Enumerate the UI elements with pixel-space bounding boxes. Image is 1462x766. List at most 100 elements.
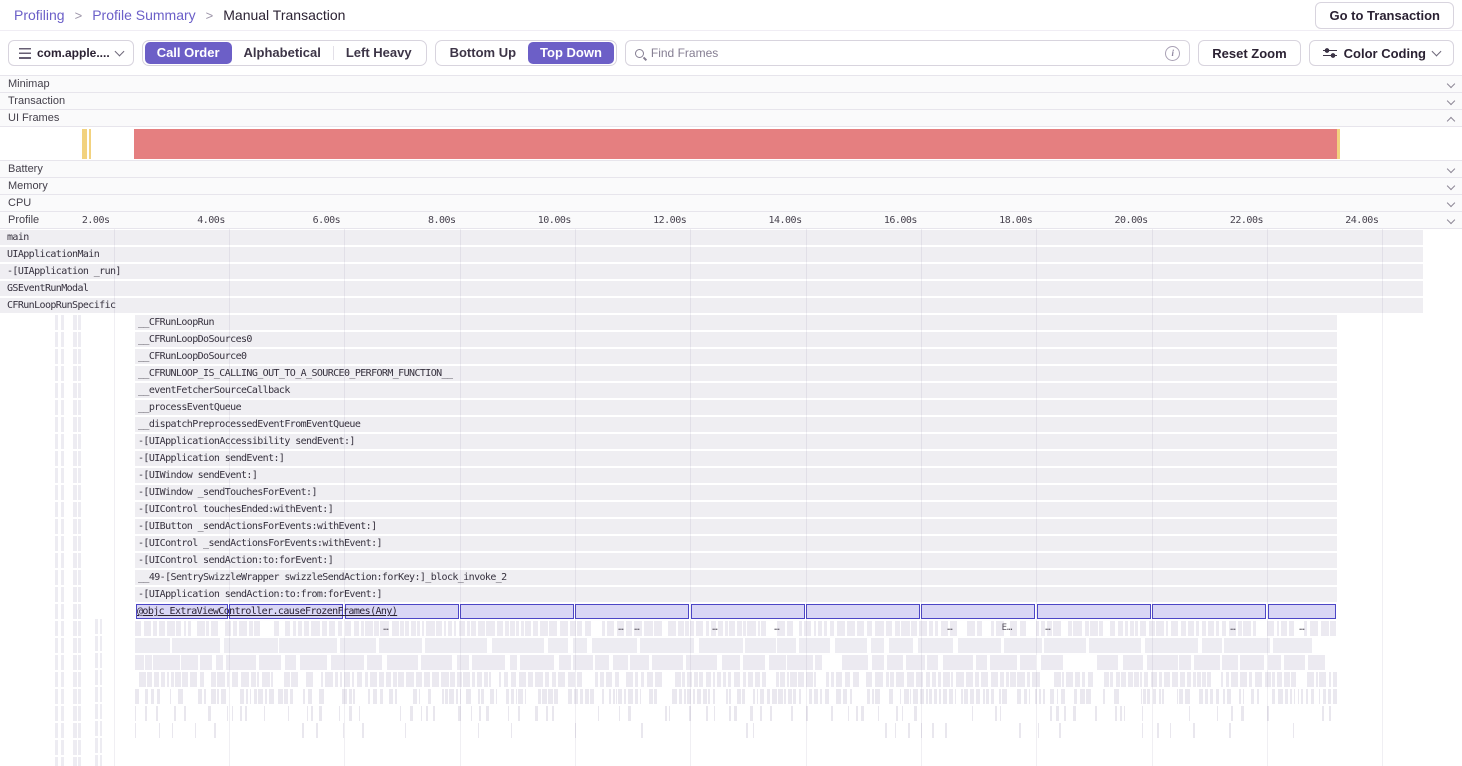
flame-frame-tiny[interactable]	[471, 655, 506, 670]
flame-frame-tiny[interactable]	[1226, 672, 1230, 687]
flame-frame-tiny[interactable]	[699, 672, 704, 687]
flame-frame-tiny[interactable]	[1117, 621, 1124, 636]
selected-frame-segment[interactable]	[575, 604, 690, 619]
flame-frame-tiny[interactable]	[584, 689, 589, 704]
tab-direction-top-down[interactable]: Top Down	[528, 42, 614, 64]
flame-frame-tiny[interactable]	[1283, 672, 1290, 687]
ui-frames-track[interactable]	[0, 127, 1462, 161]
flame-frame-tiny[interactable]	[551, 706, 555, 721]
flame-frame-tiny[interactable]	[178, 689, 184, 704]
flame-frame-tiny[interactable]	[372, 689, 378, 704]
flame-frame-tiny[interactable]	[483, 672, 488, 687]
flame-frame-tiny[interactable]	[686, 672, 693, 687]
flame-frame-tiny[interactable]	[316, 723, 318, 738]
flame-frame-tiny[interactable]	[734, 672, 741, 687]
flame-frame-tiny[interactable]	[1256, 689, 1260, 704]
flame-frame-tiny[interactable]	[180, 655, 199, 670]
flame-frame-tiny[interactable]	[456, 655, 470, 670]
flame-frame-tiny[interactable]	[154, 672, 159, 687]
flame-frame-tiny[interactable]	[1288, 621, 1294, 636]
flame-frame-tiny[interactable]	[1293, 689, 1295, 704]
flame-frame-tiny[interactable]	[1153, 689, 1157, 704]
flame-frame-tiny[interactable]	[360, 621, 364, 636]
flame-frame-tiny[interactable]	[1187, 672, 1191, 687]
flame-frame-tiny[interactable]	[595, 672, 599, 687]
flame-frame-tiny[interactable]	[934, 689, 938, 704]
flame-frame-tiny[interactable]	[567, 672, 576, 687]
flame-frame-tiny[interactable]	[628, 689, 634, 704]
flame-frame-tiny[interactable]	[431, 672, 440, 687]
flame-frame-tiny[interactable]	[1005, 672, 1009, 687]
flame-frame-tiny[interactable]	[545, 706, 549, 721]
flame-frame-tiny[interactable]	[991, 621, 995, 636]
flame-frame-tiny[interactable]	[441, 672, 449, 687]
flame-frame-tiny[interactable]	[498, 672, 502, 687]
flame-frame-tiny[interactable]	[798, 672, 804, 687]
flame-frame-tiny[interactable]	[1140, 672, 1143, 687]
flame-frame-tiny[interactable]	[420, 655, 453, 670]
flame-frame-tiny[interactable]	[875, 621, 885, 636]
flame-frame-tiny[interactable]	[909, 689, 911, 704]
track-expand-icon[interactable]	[1446, 164, 1456, 174]
selected-frame-segment[interactable]	[229, 604, 344, 619]
flame-frame-tiny[interactable]	[239, 621, 248, 636]
flame-frame-tiny[interactable]	[477, 621, 485, 636]
slow-frame-bar[interactable]	[1337, 129, 1340, 159]
flame-frame-tiny[interactable]	[558, 655, 571, 670]
search-input[interactable]	[650, 46, 1159, 60]
flame-frame-tiny[interactable]	[278, 689, 283, 704]
find-frames-search[interactable]	[624, 40, 1191, 66]
flame-frame[interactable]: __CFRUNLOOP_IS_CALLING_OUT_TO_A_SOURCE0_…	[135, 366, 1337, 381]
flame-frame-tiny[interactable]	[551, 672, 556, 687]
flame-frame-tiny[interactable]	[747, 672, 754, 687]
flame-frame-tiny[interactable]	[1085, 621, 1090, 636]
flame-frame-tiny[interactable]	[866, 621, 873, 636]
flame-frame-tiny[interactable]	[612, 655, 628, 670]
flame-frame-tiny[interactable]	[943, 689, 948, 704]
flame-frame-tiny[interactable]	[728, 689, 731, 704]
flame-frame-tiny[interactable]	[698, 638, 744, 653]
flame-frame-tiny[interactable]	[1114, 689, 1119, 704]
flame-frame-tiny[interactable]	[618, 689, 623, 704]
flame-frame-tiny[interactable]	[626, 621, 633, 636]
flame-frame-tiny[interactable]	[1065, 672, 1074, 687]
flame-frame-tiny[interactable]	[856, 621, 865, 636]
flame-frame-tiny[interactable]	[696, 621, 704, 636]
track-row-transaction[interactable]: Transaction	[0, 93, 1462, 110]
flame-frame-tiny[interactable]	[618, 706, 620, 721]
flame-frame-tiny[interactable]	[1265, 672, 1271, 687]
reset-zoom-button[interactable]: Reset Zoom	[1198, 40, 1301, 66]
flame-frame-tiny[interactable]	[1180, 621, 1186, 636]
flame-frame-tiny[interactable]	[367, 689, 371, 704]
flame-frame-tiny[interactable]	[1322, 689, 1326, 704]
flame-frame-tiny[interactable]	[135, 621, 142, 636]
flame-frame-tiny[interactable]	[653, 689, 658, 704]
flame-frame-tiny[interactable]	[1215, 689, 1219, 704]
tab-sort-alphabetical[interactable]: Alphabetical	[243, 45, 321, 60]
flame-frame-tiny[interactable]	[823, 621, 828, 636]
flame-frame-tiny[interactable]	[1143, 672, 1149, 687]
flame-frame-tiny[interactable]	[669, 706, 671, 721]
flame-frame-tiny[interactable]	[1327, 689, 1332, 704]
flame-frame-tiny[interactable]	[1205, 689, 1209, 704]
flame-frame-tiny[interactable]	[367, 655, 383, 670]
flame-frame-tiny[interactable]	[855, 706, 859, 721]
flame-frame-tiny[interactable]	[866, 672, 872, 687]
flame-frame-tiny[interactable]	[1133, 672, 1139, 687]
flame-frame-tiny[interactable]	[1202, 672, 1206, 687]
flame-frame-tiny[interactable]	[772, 689, 777, 704]
flame-frame-tiny[interactable]	[262, 672, 270, 687]
breadcrumb-item-profiling[interactable]: Profiling	[14, 7, 65, 23]
flame-frame-tiny[interactable]	[239, 689, 245, 704]
flame-frame-tiny[interactable]	[489, 672, 492, 687]
flame-frame[interactable]: __CFRunLoopDoSources0	[135, 332, 1337, 347]
flame-frame-tiny[interactable]	[1185, 689, 1191, 704]
flame-frame-tiny[interactable]	[516, 621, 520, 636]
flame-frame-tiny[interactable]	[725, 689, 728, 704]
flame-frame-tiny[interactable]	[723, 672, 727, 687]
flame-frame-tiny[interactable]	[274, 621, 280, 636]
flame-frame-tiny[interactable]	[902, 706, 904, 721]
flame-frame-tiny[interactable]	[245, 706, 247, 721]
track-expand-icon[interactable]	[1446, 215, 1456, 225]
flame-frame-tiny[interactable]	[926, 655, 939, 670]
